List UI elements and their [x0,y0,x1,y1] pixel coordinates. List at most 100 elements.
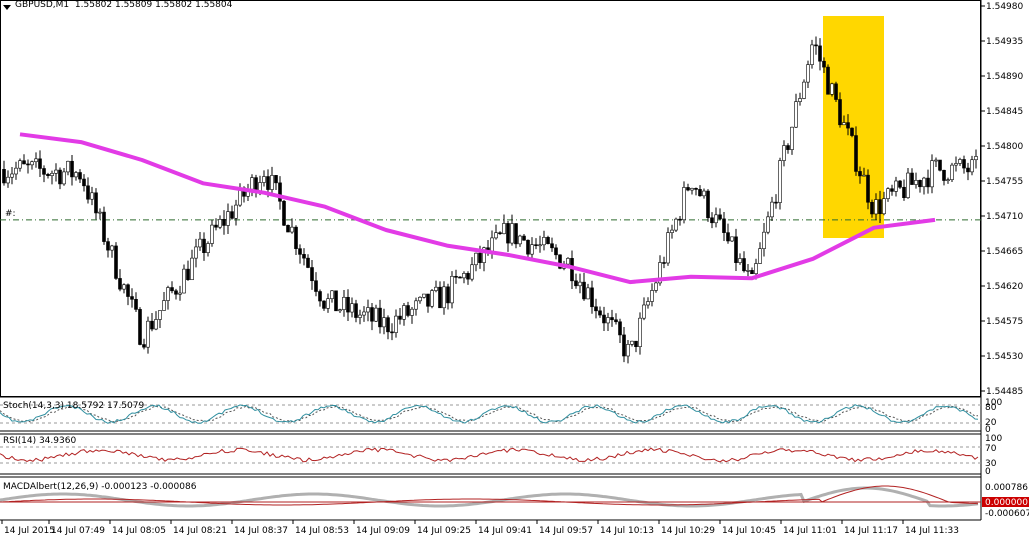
time-axis-label: 14 Jul 11:33 [905,526,959,536]
candle-bear [58,169,62,185]
candle-bull [954,163,958,166]
price-axis-label: 1.54935 [986,37,1023,47]
candle-bear [310,267,314,282]
candle-bear [890,188,894,192]
candle-bear [130,296,134,300]
price-axis-label: 1.54800 [986,142,1023,152]
candle-bull [326,298,330,309]
candle-bear [594,306,598,312]
candle-bull [90,192,94,200]
symbol-name: GBPUSD,M1 [15,0,70,10]
candle-bull [626,344,630,357]
candle-bull [630,340,634,345]
price-axis-label: 1.54890 [986,72,1023,82]
candle-bull [330,290,334,300]
dropdown-arrow-icon[interactable] [3,5,11,10]
candle-bull [54,169,58,174]
candle-bull [250,177,254,190]
candle-bull [794,101,798,128]
candle-bull [790,126,794,150]
candle-bear [230,211,234,219]
candle-bull [10,173,14,178]
candle-bear [150,320,154,330]
candle-bull [206,243,210,253]
candle-bull [262,176,266,183]
candle-bear [718,214,722,220]
candle-bull [798,98,802,102]
candle-bull [730,236,734,242]
macd-signal-line [0,485,979,506]
candle-bear [902,186,906,198]
candle-bear [314,280,318,292]
moving-average-line [19,132,936,285]
candle-bear [138,309,142,345]
time-axis-label: 14 Jul 08:37 [234,526,288,536]
candle-bull [410,308,414,316]
candle-bear [446,286,450,304]
time-axis-label: 14 Jul 11:17 [844,526,898,536]
candle-bull [738,258,742,263]
candle-bull [194,246,198,259]
candle-bull [950,164,954,180]
candle-bear [94,192,98,214]
price-axis: 1.54980 1.54935 1.54890 1.54845 1.54800 1.547… [981,2,1023,397]
candle-bear [698,189,702,197]
candle-bear [854,135,858,172]
candle-bull [638,317,642,347]
candle-bull [946,179,950,181]
candle-bull [650,290,654,302]
candle-bull [830,83,834,95]
candle-bear [582,281,586,300]
candle-bull [374,307,378,322]
candle-bull [886,188,890,199]
rsi-axis-label-0: 0 [985,467,991,477]
candle-bull [450,275,454,304]
candle-bear [662,262,666,264]
macd-label: MACDAlbert(12,26,9) -0.000123 -0.000086 [3,482,197,492]
candle-bear [302,254,306,259]
candle-bear [306,257,310,268]
candle-bear [966,167,970,173]
candle-bull [358,314,362,318]
candle-bear [322,300,326,309]
candle-bull [422,293,426,298]
candle-bear [318,291,322,302]
price-axis-label: 1.54845 [986,107,1023,117]
stoch-axis-label-20: 20 [985,418,997,428]
candle-bull [778,160,782,203]
candle-bull [338,309,342,312]
candle-bear [522,235,526,241]
time-axis-label: 14 Jul 09:09 [356,526,410,536]
candle-bull [906,172,910,198]
candle-bear [170,287,174,292]
candle-bull [754,263,758,275]
candle-bear [558,254,562,269]
candle-bull [362,311,366,316]
candle-bull [234,204,238,219]
candle-bull [770,201,774,218]
candle-bull [98,211,102,214]
candle-bear [706,190,710,219]
candle-bear [282,200,286,226]
candle-bull [914,180,918,185]
candle-bull [654,282,658,291]
candle-bear [938,159,942,171]
candle-bear [846,122,850,129]
rsi-axis-label-70: 70 [985,444,997,454]
candle-bull [402,305,406,320]
time-axis-label: 14 Jul 08:53 [295,526,349,536]
candle-bull [758,248,762,264]
candle-bear [918,180,922,188]
candle-bear [426,293,430,307]
candle-bull [158,310,162,320]
time-axis-label: 14 Jul 09:25 [417,526,471,536]
candle-bull [806,64,810,83]
price-axis-label: 1.54710 [986,212,1023,222]
candle-bull [810,44,814,65]
time-axis-label: 14 Jul 10:45 [722,526,776,536]
candle-bull [14,167,18,175]
candle-bear [86,185,90,200]
candle-bear [514,223,518,245]
candle-bull [62,171,66,185]
rsi-line [0,447,979,463]
